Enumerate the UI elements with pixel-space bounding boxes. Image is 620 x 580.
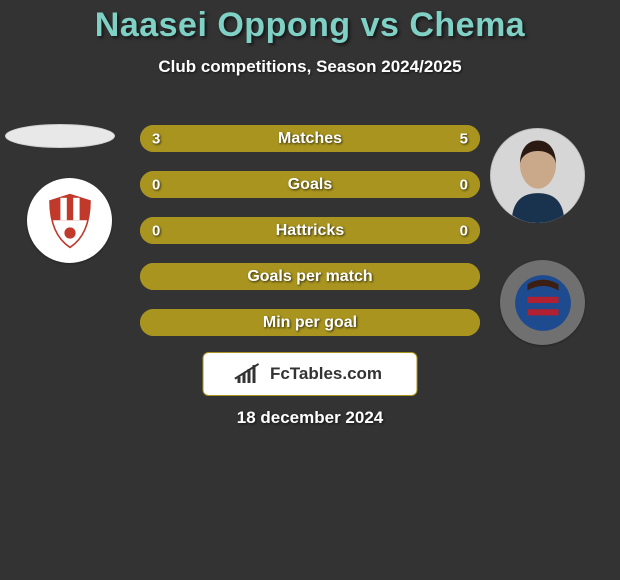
- stat-bar: 35Matches: [140, 125, 480, 152]
- page-title: Naasei Oppong vs Chema: [0, 0, 620, 45]
- shield-icon: [46, 193, 94, 249]
- branding-pre: Fc: [270, 364, 290, 383]
- stat-bar: 00Goals: [140, 171, 480, 198]
- club-crest-icon: [512, 272, 574, 334]
- player-right-avatar: [490, 128, 585, 223]
- branding-post: Tables.com: [290, 364, 382, 383]
- date-text: 18 december 2024: [0, 408, 620, 428]
- bar-label: Hattricks: [140, 222, 480, 240]
- bar-label: Goals per match: [140, 268, 480, 286]
- stat-bar: Goals per match: [140, 263, 480, 290]
- player-left-avatar: [5, 124, 115, 148]
- branding-box: FcTables.com: [203, 352, 418, 396]
- bar-chart-icon: [238, 365, 266, 383]
- bar-label: Min per goal: [140, 314, 480, 332]
- comparison-bars: 35Matches 00Goals 00Hattricks Goals per mat…: [140, 125, 480, 355]
- club-right-badge: [500, 260, 585, 345]
- stat-bar: Min per goal: [140, 309, 480, 336]
- subtitle: Club competitions, Season 2024/2025: [0, 57, 620, 77]
- person-silhouette-icon: [500, 133, 576, 223]
- stat-bar: 00Hattricks: [140, 217, 480, 244]
- club-left-badge: [27, 178, 112, 263]
- bar-label: Goals: [140, 176, 480, 194]
- bar-label: Matches: [140, 130, 480, 148]
